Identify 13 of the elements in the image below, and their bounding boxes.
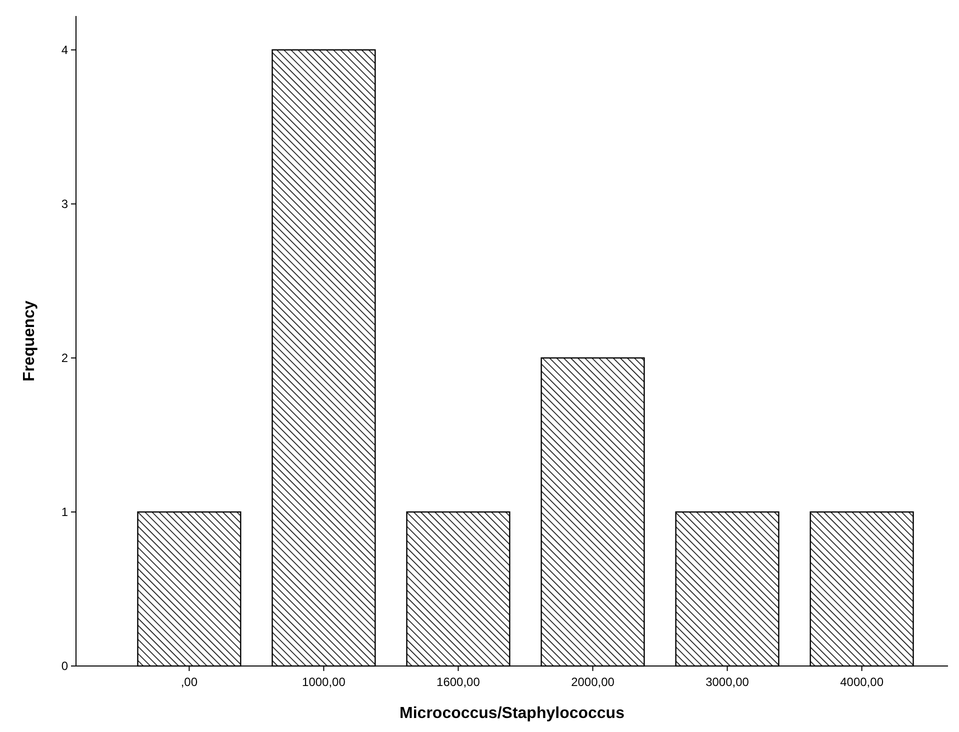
x-tick-label: 1600,00 bbox=[436, 675, 480, 689]
y-tick-label: 0 bbox=[61, 659, 68, 674]
x-tick-label: 2000,00 bbox=[571, 675, 615, 689]
y-axis-title: Frequency bbox=[21, 300, 38, 382]
y-tick-label: 1 bbox=[61, 505, 68, 520]
y-tick-label: 2 bbox=[61, 351, 68, 366]
x-tick-label: 3000,00 bbox=[706, 675, 750, 689]
x-axis-title: Micrococcus/Staphylococcus bbox=[400, 705, 625, 722]
y-tick-label: 3 bbox=[61, 197, 68, 212]
x-tick-label: 4000,00 bbox=[840, 675, 884, 689]
y-tick-label: 4 bbox=[61, 43, 68, 58]
x-tick-label: 1000,00 bbox=[302, 675, 346, 689]
x-tick-label: ,00 bbox=[180, 675, 198, 689]
